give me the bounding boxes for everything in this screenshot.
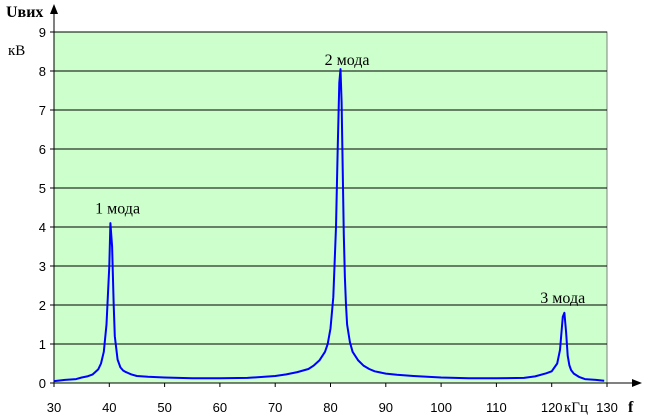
x-tick-label: 110 <box>486 400 507 415</box>
x-tick-labels: 30 40 50 60 70 80 90 100 110 120 130 <box>47 383 618 415</box>
y-axis-arrow <box>50 4 58 14</box>
x-tick-label: 60 <box>213 400 227 415</box>
peak-annotation: 3 мода <box>540 290 585 307</box>
y-tick-label: 2 <box>39 298 46 313</box>
x-tick-label: 50 <box>157 400 171 415</box>
annotations: 1 мода 2 мода 3 мода <box>95 52 585 307</box>
axes <box>50 4 642 387</box>
x-tick-label: 100 <box>430 400 452 415</box>
y-tick-label: 5 <box>39 181 46 196</box>
x-tick-label: 90 <box>379 400 393 415</box>
x-tick-label: 130 <box>596 400 618 415</box>
y-tick-label: 7 <box>39 103 46 118</box>
x-axis-arrow <box>632 379 642 387</box>
y-tick-label: 0 <box>39 376 46 391</box>
y-tick-labels: 0 1 2 3 4 5 6 7 8 9 <box>39 25 54 391</box>
x-tick-label: 70 <box>268 400 282 415</box>
y-tick-label: 9 <box>39 25 46 40</box>
y-axis-unit: кВ <box>8 43 25 59</box>
x-tick-label: 120 <box>541 400 563 415</box>
x-axis-unit: кГц <box>564 400 588 416</box>
y-tick-label: 4 <box>39 220 46 235</box>
x-tick-label: 40 <box>102 400 116 415</box>
gridlines <box>54 31 607 345</box>
series-line <box>53 68 605 383</box>
y-tick-label: 3 <box>39 259 46 274</box>
x-tick-label: 30 <box>47 400 61 415</box>
y-tick-label: 1 <box>39 337 46 352</box>
peak-annotation: 1 мода <box>95 200 140 217</box>
y-tick-label: 6 <box>39 142 46 157</box>
peak-annotation: 2 мода <box>325 52 370 69</box>
y-tick-label: 8 <box>39 64 46 79</box>
x-axis-label: f <box>628 399 634 416</box>
x-tick-label: 80 <box>323 400 337 415</box>
y-axis-label: Uвих <box>6 4 43 21</box>
